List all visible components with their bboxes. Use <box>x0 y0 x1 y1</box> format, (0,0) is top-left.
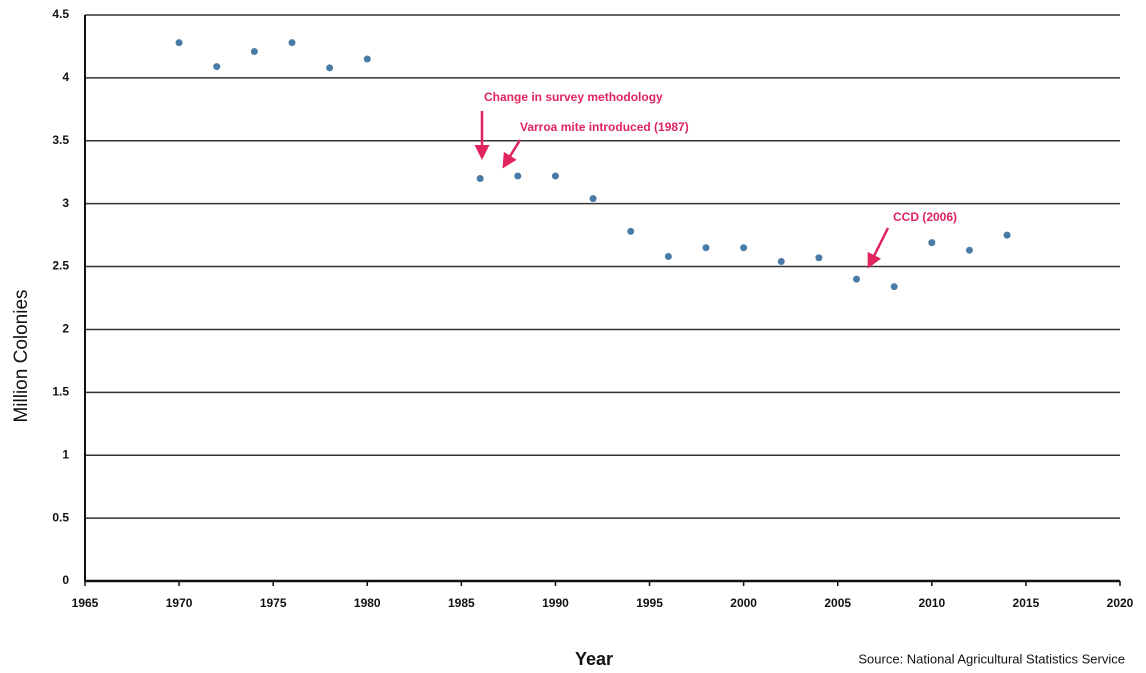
annotation: Varroa mite introduced (1987) <box>520 120 689 134</box>
x-tick-label: 2005 <box>824 596 851 610</box>
x-tick-label: 2010 <box>918 596 945 610</box>
point <box>1003 231 1011 239</box>
y-tick-label: 3 <box>62 196 69 210</box>
annotation: Change in survey methodology <box>484 90 663 104</box>
y-tick-label: 2 <box>62 322 69 336</box>
x-tick-label: 1975 <box>260 596 287 610</box>
point <box>326 64 334 72</box>
point <box>740 244 748 252</box>
y-tick-label: 4 <box>62 70 69 84</box>
x-tick-label: 2020 <box>1107 596 1134 610</box>
y-axis-title: Million Colonies <box>11 289 32 422</box>
point <box>589 195 597 203</box>
y-tick-label: 0.5 <box>52 510 69 524</box>
y-tick-label: 2.5 <box>52 259 69 273</box>
point <box>476 175 484 183</box>
point <box>288 39 296 47</box>
x-tick-label: 1965 <box>72 596 99 610</box>
source-note: Source: National Agricultural Statistics… <box>858 651 1125 666</box>
point <box>514 172 522 180</box>
point <box>250 47 258 55</box>
x-axis-title: Year <box>575 649 613 669</box>
point <box>815 254 823 262</box>
x-tick-label: 1995 <box>636 596 663 610</box>
annotation-arrow <box>502 139 522 169</box>
point <box>777 258 785 266</box>
x-tick-label: 1985 <box>448 596 475 610</box>
x-tick-label: 2000 <box>730 596 757 610</box>
annotation: CCD (2006) <box>893 210 957 224</box>
point <box>928 239 936 247</box>
y-tick-label: 1 <box>62 447 69 461</box>
point <box>363 55 371 63</box>
point <box>664 252 672 260</box>
point <box>890 283 898 291</box>
point <box>551 172 559 180</box>
x-tick-label: 1990 <box>542 596 569 610</box>
point <box>965 246 973 254</box>
x-tick-label: 1980 <box>354 596 381 610</box>
x-tick-label: 1970 <box>166 596 193 610</box>
point <box>175 39 183 47</box>
annotation-arrow <box>867 227 890 269</box>
y-tick-label: 3.5 <box>52 133 69 147</box>
y-tick-label: 0 <box>62 573 69 587</box>
point <box>627 227 635 235</box>
y-tick-label: 4.5 <box>52 7 69 21</box>
y-tick-label: 1.5 <box>52 385 69 399</box>
point <box>853 275 861 283</box>
point <box>702 244 710 252</box>
point <box>213 63 221 71</box>
x-tick-label: 2015 <box>1013 596 1040 610</box>
